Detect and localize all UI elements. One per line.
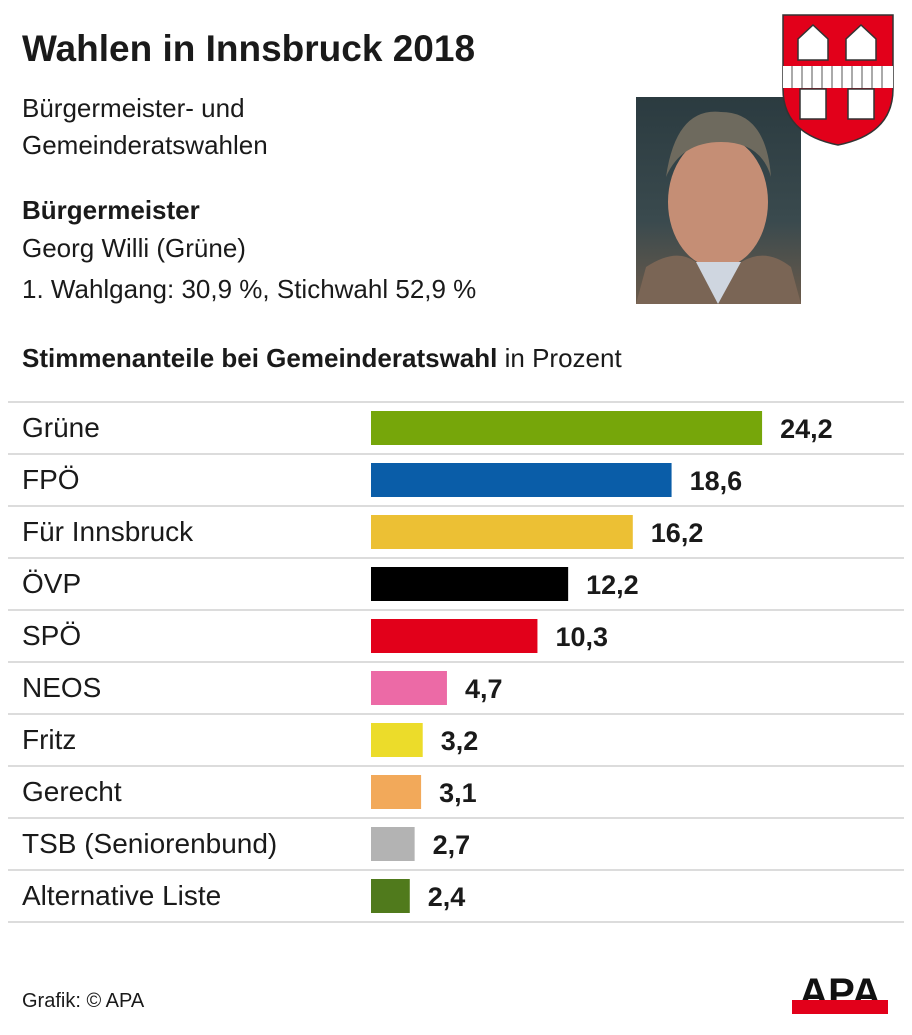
bar-7	[371, 775, 422, 809]
chart-title-unit: in Prozent	[504, 343, 622, 373]
value-label: 18,6	[690, 466, 743, 496]
category-label: Gerecht	[22, 776, 122, 807]
bar-5	[371, 671, 447, 705]
category-label: TSB (Seniorenbund)	[22, 828, 277, 859]
bar-chart: Grüne 24,2 FPÖ 18,6 Für Innsbruck 16,2 ÖVP 12,2…	[8, 401, 904, 923]
category-label: Für Innsbruck	[22, 516, 194, 547]
subtitle-line-1: Bürgermeister- und	[22, 93, 245, 123]
category-label: NEOS	[22, 672, 101, 703]
mayor-heading: Bürgermeister	[22, 195, 200, 225]
bar-3	[371, 567, 569, 601]
category-label: Grüne	[22, 412, 100, 443]
mayor-photo	[636, 97, 801, 304]
value-label: 10,3	[555, 622, 608, 652]
category-label: Fritz	[22, 724, 76, 755]
value-label: 3,1	[439, 778, 477, 808]
category-label: ÖVP	[22, 568, 81, 599]
bar-4	[371, 619, 538, 653]
coat-of-arms-logo	[782, 14, 894, 146]
bar-1	[371, 463, 672, 497]
category-label: Alternative Liste	[22, 880, 221, 911]
value-label: 16,2	[651, 518, 704, 548]
value-label: 4,7	[465, 674, 503, 704]
bar-8	[371, 827, 415, 861]
value-label: 12,2	[586, 570, 639, 600]
category-label: SPÖ	[22, 620, 81, 651]
subtitle-line-2: Gemeinderatswahlen	[22, 130, 268, 160]
value-label: 24,2	[780, 414, 833, 444]
chart-title-main: Stimmenanteile bei Gemeinderatswahl	[22, 343, 498, 373]
apa-logo: APA	[792, 971, 888, 1015]
bar-2	[371, 515, 633, 549]
mayor-name: Georg Willi (Grüne)	[22, 233, 246, 263]
category-label: FPÖ	[22, 464, 80, 495]
bar-6	[371, 723, 423, 757]
bar-0	[371, 411, 763, 445]
value-label: 2,4	[428, 882, 466, 912]
chart-title: Stimmenanteile bei Gemeinderatswahl in P…	[22, 343, 622, 374]
page-title: Wahlen in Innsbruck 2018	[22, 28, 476, 69]
value-label: 2,7	[433, 830, 471, 860]
footer-credit: Grafik: © APA	[22, 990, 145, 1012]
bar-9	[371, 879, 410, 913]
value-label: 3,2	[441, 726, 479, 756]
mayor-result: 1. Wahlgang: 30,9 %, Stichwahl 52,9 %	[22, 274, 477, 304]
